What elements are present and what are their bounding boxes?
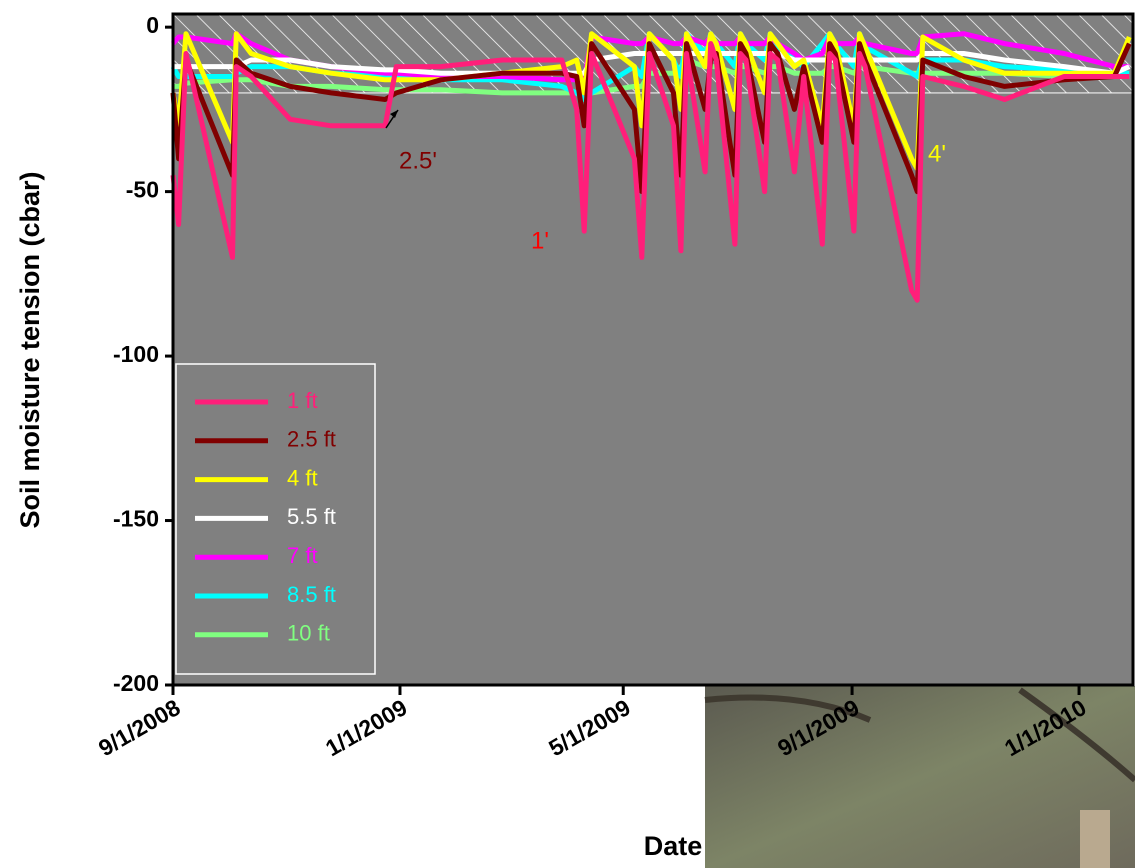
annotation: 2.5' — [399, 147, 437, 174]
legend-label: 2.5 ft — [287, 427, 336, 452]
photo-branch — [704, 687, 1135, 783]
legend-label: 8.5 ft — [287, 582, 336, 607]
y-axis-label: Soil moisture tension (cbar) — [15, 171, 45, 528]
plot-layer — [170, 13, 1134, 303]
series-line — [170, 41, 1130, 303]
legend-label: 5.5 ft — [287, 504, 336, 529]
y-tick-label: -100 — [113, 341, 159, 367]
y-tick-label: 0 — [146, 12, 159, 38]
x-axis-label: Date — [644, 831, 703, 861]
legend-box — [175, 363, 376, 675]
annotation-arrowhead — [390, 110, 398, 118]
y-tick-label: -150 — [113, 506, 159, 532]
legend-label: 1 ft — [287, 388, 318, 413]
y-tick-label: -200 — [113, 670, 159, 696]
y-tick-label: -50 — [126, 177, 159, 203]
legend-label: 4 ft — [287, 465, 318, 490]
annotation: 1' — [531, 227, 549, 254]
series-line — [170, 31, 1132, 172]
annotation: 4' — [928, 140, 946, 167]
legend-label: 7 ft — [287, 543, 318, 568]
legend-label: 10 ft — [287, 621, 330, 646]
background-photo — [705, 686, 1135, 868]
photo-post — [1080, 810, 1110, 868]
plot-frame — [171, 12, 1135, 687]
